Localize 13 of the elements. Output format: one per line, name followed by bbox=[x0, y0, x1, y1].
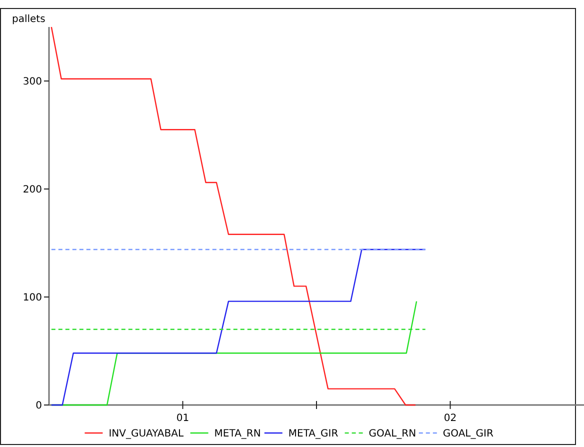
y-tick-label: 100 bbox=[22, 292, 42, 304]
legend-label: GOAL_GIR bbox=[442, 428, 494, 440]
y-tick-label: 0 bbox=[36, 400, 42, 412]
y-axis-title: pallets bbox=[12, 14, 46, 25]
legend-label: GOAL_RN bbox=[368, 428, 416, 440]
legend-label: META_RN bbox=[214, 428, 261, 440]
line-series bbox=[50, 26, 416, 406]
x-tick-label: 02 bbox=[444, 413, 457, 424]
x-tick-label: 01 bbox=[176, 413, 190, 424]
y-tick-label: 200 bbox=[22, 184, 42, 196]
legend-label: INV_GUAYABAL bbox=[108, 428, 184, 440]
legend-label: META_GIR bbox=[288, 428, 338, 440]
y-tick-label: 300 bbox=[22, 76, 42, 88]
